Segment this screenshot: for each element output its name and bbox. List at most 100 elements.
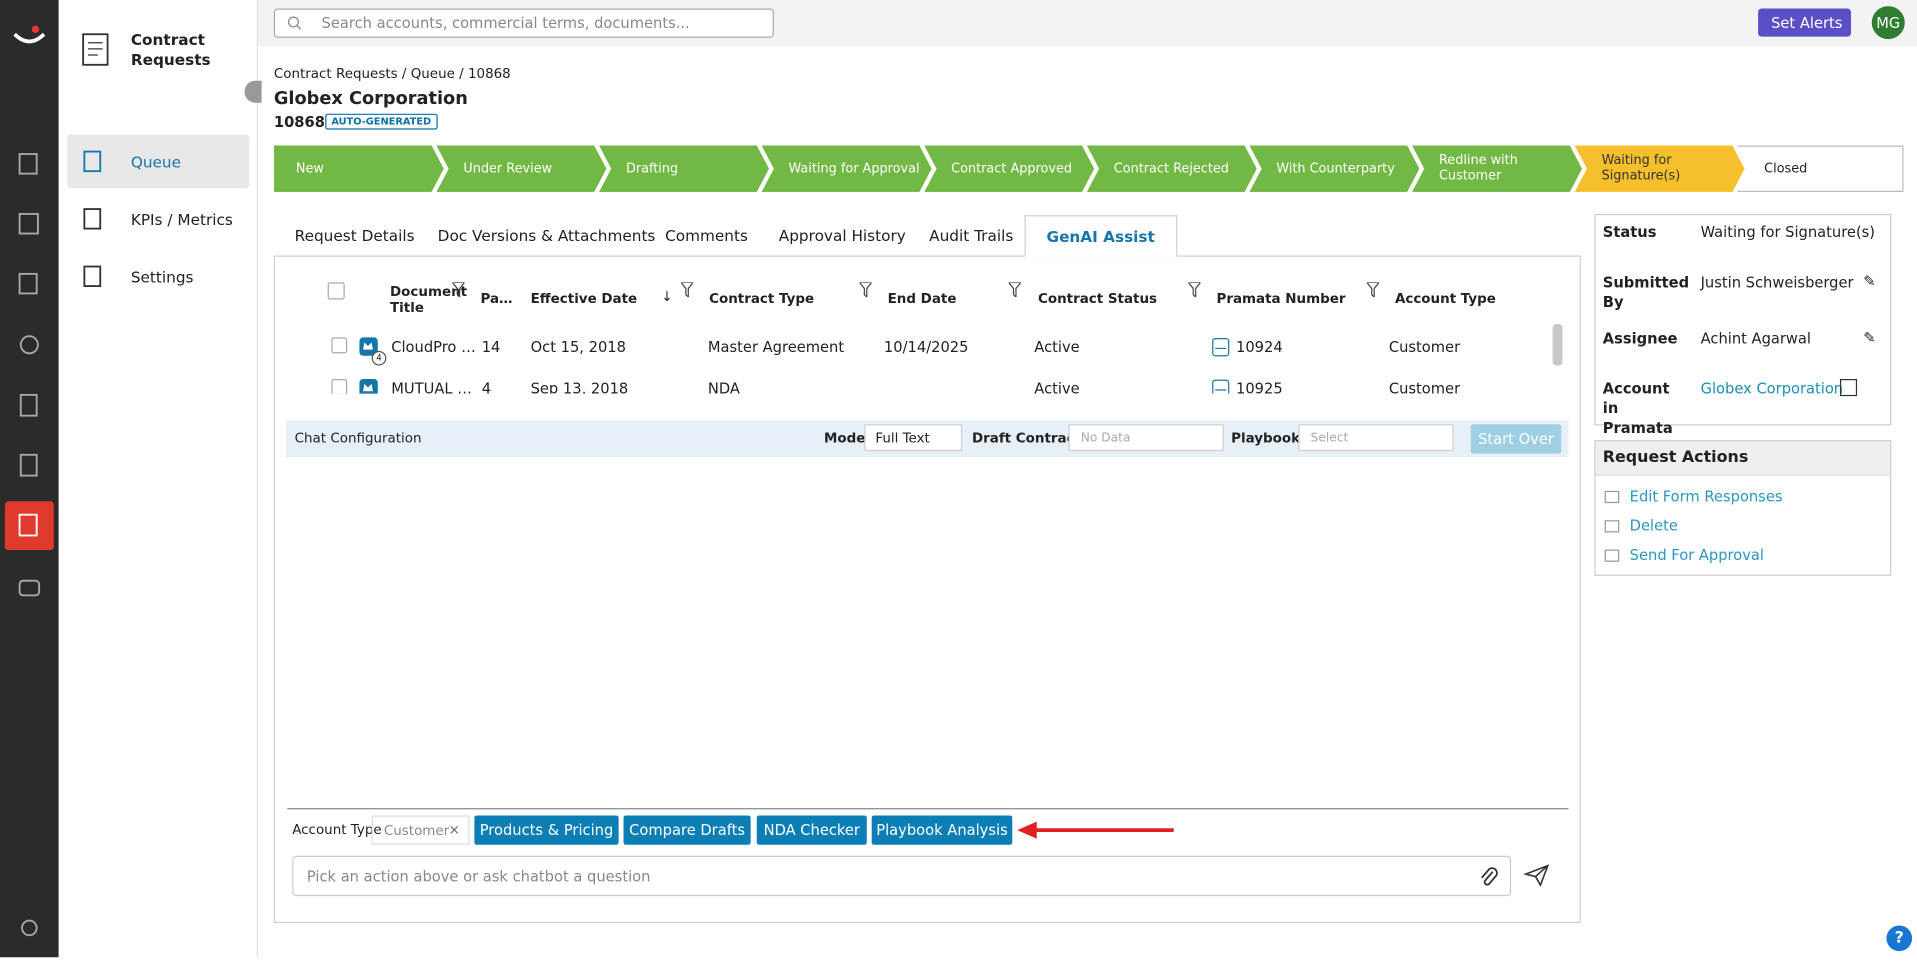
nav-icon	[83, 265, 102, 287]
action-label[interactable]: Send For Approval	[1629, 546, 1764, 564]
tab[interactable]: Doc Versions & Attachments	[437, 226, 656, 245]
detail-value: Justin Schweisberger	[1700, 273, 1854, 291]
badge: AUTO-GENERATED	[325, 113, 438, 130]
rail-icons	[4, 25, 54, 937]
filter-icon[interactable]	[858, 281, 873, 299]
select-all-checkbox[interactable]	[327, 282, 345, 300]
table-cell: Customer	[1388, 380, 1461, 394]
table-cell: Sep 13, 2018	[530, 380, 629, 394]
tab[interactable]: Audit Trails	[929, 226, 1014, 245]
mode-select[interactable]: Full Text	[864, 424, 963, 452]
table-cell: Master Agreement	[707, 338, 845, 356]
nav-icon	[83, 150, 102, 173]
action-button[interactable]: Products & Pricing	[474, 815, 619, 845]
search-icon	[287, 16, 302, 30]
detail-value[interactable]: Globex Corporation	[1700, 380, 1844, 398]
detail-label: Account in Pramata	[1602, 380, 1673, 437]
column-header[interactable]: Document Title	[389, 283, 468, 316]
table-cell: 10/14/2025	[883, 338, 969, 356]
top-bar: Search accounts, commercial terms, docum…	[257, 0, 1917, 47]
doc-icon	[359, 337, 378, 356]
request-action[interactable]: Send For Approval	[1604, 546, 1764, 564]
scrollbar[interactable]	[1552, 323, 1563, 366]
stage: Waiting for Signature(s)	[1575, 145, 1745, 191]
tab[interactable]: Request Details	[294, 226, 415, 245]
filter-icon[interactable]	[679, 281, 695, 299]
search-box[interactable]: Search accounts, commercial terms, docum…	[273, 8, 774, 38]
tab-panel	[273, 255, 1581, 924]
breadcrumb[interactable]: Contract Requests / Queue / 10868	[273, 66, 511, 82]
chat-config-bar: Chat Configuration Mode: Full Text Draft…	[286, 420, 1569, 458]
filter-icon[interactable]	[1007, 281, 1023, 299]
action-button[interactable]: NDA Checker	[756, 815, 867, 845]
pdf-icon	[1212, 379, 1230, 394]
row-checkbox[interactable]	[331, 337, 348, 354]
app-title: Contract Requests	[130, 30, 211, 69]
action-icon	[1604, 490, 1620, 503]
avatar[interactable]: MG	[1871, 6, 1905, 40]
edit-icon[interactable]: ✎	[1863, 272, 1876, 290]
request-actions-box: Request Actions	[1594, 440, 1892, 576]
annotation-arrow	[1017, 821, 1174, 839]
sort-icon[interactable]: ↓	[661, 288, 673, 305]
draft-select[interactable]: No Data	[1068, 424, 1224, 452]
edit-icon[interactable]: ✎	[1863, 328, 1876, 346]
tab[interactable]: Approval History	[778, 226, 906, 245]
table-cell: CloudPro …	[391, 338, 476, 356]
column-header[interactable]: Account Type	[1394, 290, 1496, 307]
external-link-icon[interactable]	[1839, 378, 1858, 397]
row-checkbox[interactable]	[331, 378, 348, 394]
playbooks-select[interactable]: Select	[1298, 424, 1454, 452]
filter-icon[interactable]	[1187, 281, 1202, 299]
record-title: Globex Corporation	[273, 89, 468, 109]
tab[interactable]: GenAI Assist	[1024, 215, 1177, 257]
chip-remove[interactable]: ×	[448, 821, 460, 838]
collapse-toggle[interactable]	[244, 80, 262, 103]
stage: Waiting for Approval	[762, 145, 932, 191]
table-cell: Active	[1034, 338, 1080, 356]
column-header[interactable]: Contract Type	[709, 290, 815, 307]
nav-item[interactable]: Queue	[67, 134, 250, 189]
send-icon[interactable]	[1523, 863, 1550, 888]
request-actions-title: Request Actions	[1595, 441, 1891, 476]
column-header[interactable]: Pa…	[480, 290, 513, 307]
column-header[interactable]: End Date	[887, 290, 957, 307]
nav-item[interactable]: Settings	[67, 249, 249, 303]
action-button[interactable]: Compare Drafts	[623, 815, 751, 845]
column-header[interactable]: Contract Status	[1037, 290, 1158, 307]
doc-icon	[359, 378, 378, 394]
table-cell: MUTUAL …	[391, 380, 472, 394]
record-id: 10868	[273, 113, 325, 131]
stage: Redline with Customer	[1412, 145, 1582, 191]
action-label[interactable]: Edit Form Responses	[1629, 487, 1783, 505]
set-alerts-button[interactable]: Set Alerts	[1758, 8, 1851, 37]
column-header[interactable]: Pramata Number	[1216, 290, 1346, 307]
action-button[interactable]: Playbook Analysis	[871, 815, 1013, 845]
request-action[interactable]: Edit Form Responses	[1604, 488, 1782, 505]
nav-item[interactable]: KPIs / Metrics	[67, 192, 249, 246]
table-cell: 10924	[1236, 338, 1283, 356]
column-header[interactable]: Effective Date	[530, 290, 638, 307]
tab[interactable]: Comments	[665, 226, 748, 245]
detail-label: Status	[1602, 223, 1657, 241]
filter-icon[interactable]	[451, 281, 466, 299]
detail-label: Assignee	[1602, 330, 1678, 348]
help-button[interactable]: ?	[1886, 925, 1913, 952]
stage: Contract Approved	[924, 145, 1094, 191]
stage: New	[274, 145, 444, 191]
account-type-chip[interactable]: Customer	[371, 815, 470, 845]
filter-icon[interactable]	[1365, 281, 1381, 299]
table-cell: Oct 15, 2018	[530, 338, 626, 356]
start-over-button[interactable]: Start Over	[1470, 424, 1562, 454]
request-action[interactable]: Delete	[1604, 517, 1678, 534]
table-row[interactable]: MUTUAL … 4 Sep 13, 2018 NDA Active 10925 Custo…	[314, 378, 1549, 394]
chat-input[interactable]: Pick an action above or ask chatbot a qu…	[292, 855, 1512, 897]
table-cell: 10925	[1236, 380, 1283, 394]
action-label[interactable]: Delete	[1629, 517, 1678, 535]
attach-icon[interactable]	[1477, 866, 1499, 888]
draft-label: Draft Contracts:	[971, 430, 1095, 447]
search-placeholder: Search accounts, commercial terms, docum…	[321, 14, 690, 32]
